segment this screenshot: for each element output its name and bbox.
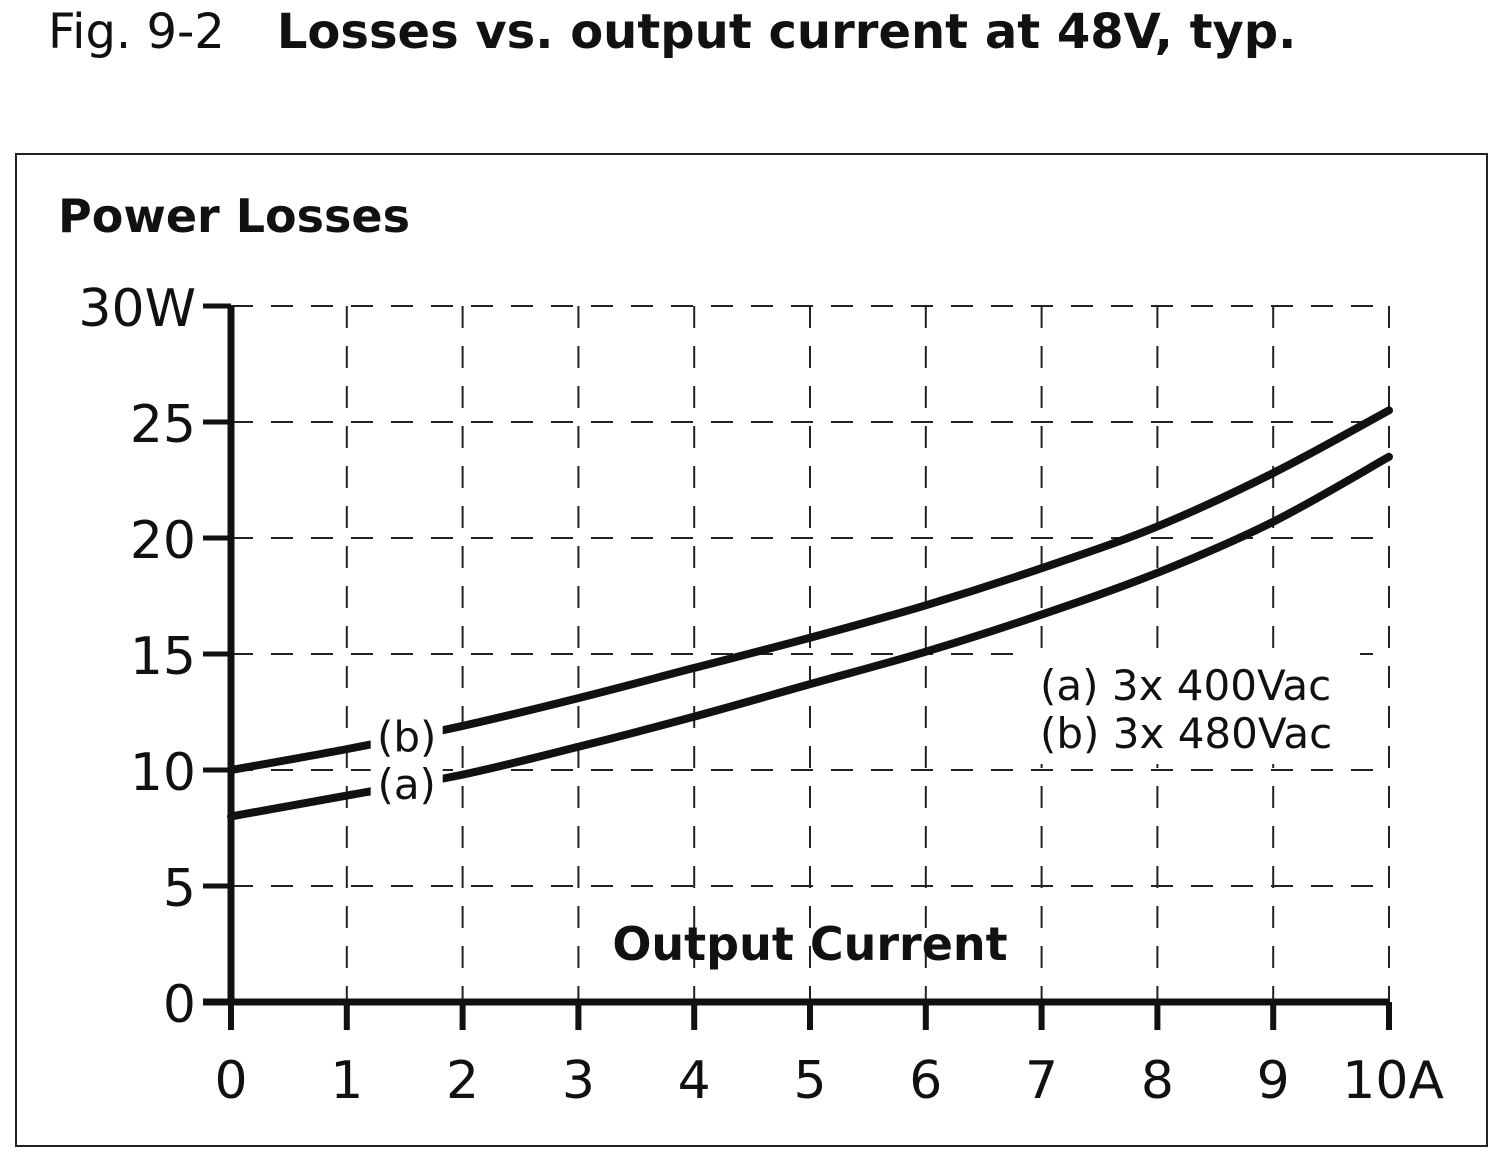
curve-label-b: (b) bbox=[377, 713, 436, 762]
figure-title: Losses vs. output current at 48V, typ. bbox=[276, 4, 1297, 60]
y-tick-label: 25 bbox=[130, 395, 196, 455]
figure-caption: Fig. 9-2 Losses vs. output current at 48V… bbox=[48, 4, 1296, 60]
x-tick-label: 2 bbox=[446, 1051, 479, 1111]
y-tick-label: 15 bbox=[130, 627, 196, 687]
legend-entry-a: (a) 3x 400Vac bbox=[1040, 661, 1331, 710]
x-tick-label: 10A bbox=[1342, 1051, 1444, 1111]
curve-label-a: (a) bbox=[377, 760, 436, 809]
curve-labels: (a)(b) bbox=[370, 707, 443, 810]
x-tick-label: 8 bbox=[1141, 1051, 1174, 1111]
x-tick-label: 5 bbox=[793, 1051, 826, 1111]
x-tick-label: 3 bbox=[562, 1051, 595, 1111]
curve-label-background bbox=[370, 707, 443, 762]
x-tick-label: 7 bbox=[1025, 1051, 1058, 1111]
figure-number: Fig. 9-2 bbox=[48, 4, 225, 60]
x-tick-label: 0 bbox=[214, 1051, 247, 1111]
y-tick-label: 30W bbox=[78, 279, 196, 339]
chart-frame bbox=[15, 153, 1488, 1147]
legend-entry-b: (b) 3x 480Vac bbox=[1040, 709, 1332, 758]
x-tick-label: 4 bbox=[678, 1051, 711, 1111]
x-tick-label: 9 bbox=[1257, 1051, 1290, 1111]
y-tick-label: 0 bbox=[163, 975, 196, 1035]
legend: (a) 3x 400Vac (b) 3x 480Vac bbox=[1030, 652, 1360, 764]
curve-label-background bbox=[370, 755, 443, 810]
legend-background bbox=[1030, 652, 1360, 764]
x-tick-label: 1 bbox=[330, 1051, 363, 1111]
x-tick-label: 6 bbox=[909, 1051, 942, 1111]
y-tick-label: 20 bbox=[130, 511, 196, 571]
axes bbox=[203, 303, 1392, 1030]
y-tick-label: 5 bbox=[163, 859, 196, 919]
y-axis-label: Power Losses bbox=[58, 189, 410, 243]
y-tick-label: 10 bbox=[130, 743, 196, 803]
x-axis-label: Output Current bbox=[612, 917, 1007, 971]
tick-labels: 0 5 10 15 20 25 30W 0 1 2 3 4 5 6 7 8 9 10A bbox=[78, 279, 1444, 1111]
